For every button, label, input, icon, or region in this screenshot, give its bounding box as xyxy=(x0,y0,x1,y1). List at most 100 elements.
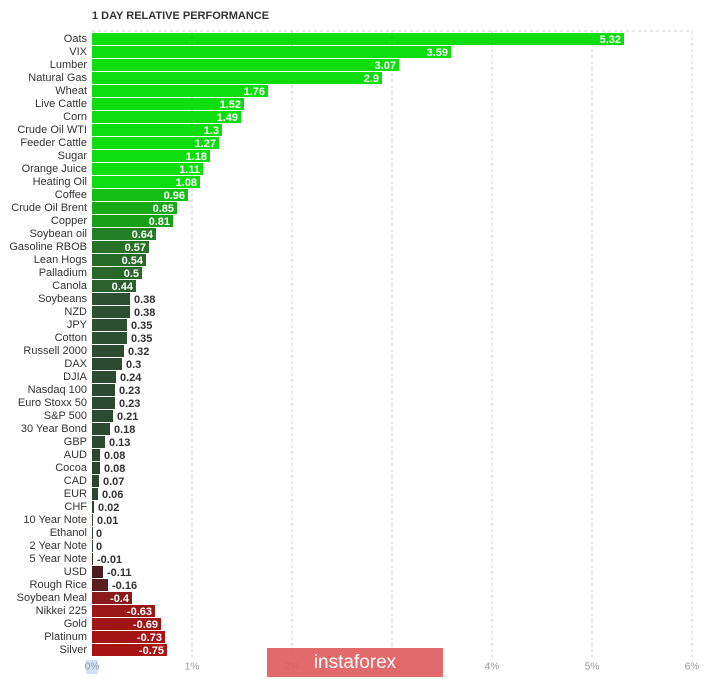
bar xyxy=(92,293,130,305)
value-label: 1.27 xyxy=(195,138,216,150)
y-tick-label: Gold xyxy=(64,618,87,630)
value-label: 0.02 xyxy=(98,502,119,514)
value-label: -0.4 xyxy=(110,593,130,605)
value-label: 0.13 xyxy=(109,437,130,449)
bar xyxy=(92,280,136,292)
value-label: 0.85 xyxy=(153,203,174,215)
y-tick-label: Soybeans xyxy=(38,293,87,305)
bar xyxy=(92,98,244,110)
bar xyxy=(92,514,93,526)
y-tick-label: Lumber xyxy=(50,59,88,71)
value-label: 2.9 xyxy=(364,73,379,85)
bar xyxy=(92,358,122,370)
value-label: 0.08 xyxy=(104,463,125,475)
value-label: 1.52 xyxy=(220,99,241,111)
y-tick-label: 30 Year Bond xyxy=(21,423,87,435)
value-label: -0.75 xyxy=(139,645,164,657)
value-label: 0.38 xyxy=(134,294,155,306)
x-tick-label: 6% xyxy=(685,662,700,673)
y-tick-label: Nikkei 225 xyxy=(36,605,87,617)
x-tick-label: 4% xyxy=(485,662,500,673)
y-tick-label: Orange Juice xyxy=(22,163,87,175)
bar xyxy=(92,436,105,448)
bar xyxy=(92,46,451,58)
y-tick-label: Silver xyxy=(59,644,87,656)
bar xyxy=(92,189,188,201)
y-tick-label: Russell 2000 xyxy=(23,345,87,357)
value-label: -0.01 xyxy=(97,554,122,566)
value-label: 5.32 xyxy=(600,34,621,46)
tick-highlight xyxy=(86,660,98,674)
value-label: 0.44 xyxy=(112,281,134,293)
watermark: instaforex xyxy=(314,652,397,673)
y-tick-label: Sugar xyxy=(58,150,88,162)
bar xyxy=(92,150,210,162)
value-label: 0.32 xyxy=(128,346,149,358)
bar xyxy=(92,306,130,318)
bar xyxy=(92,605,155,617)
y-tick-label: Lean Hogs xyxy=(34,254,88,266)
y-tick-label: VIX xyxy=(69,46,87,58)
value-label: 0.54 xyxy=(122,255,144,267)
y-tick-label: Platinum xyxy=(44,631,87,643)
value-label: 1.08 xyxy=(176,177,197,189)
bar xyxy=(92,618,161,630)
bar xyxy=(92,501,94,513)
bar xyxy=(92,176,200,188)
y-tick-label: DAX xyxy=(64,358,87,370)
value-label: 0.18 xyxy=(114,424,135,436)
bar xyxy=(92,527,93,539)
y-tick-label: Rough Rice xyxy=(30,579,87,591)
bar xyxy=(92,163,203,175)
y-tick-label: S&P 500 xyxy=(44,410,87,422)
bar xyxy=(92,267,142,279)
value-label: -0.16 xyxy=(112,580,137,592)
y-tick-label: Natural Gas xyxy=(28,72,87,84)
y-tick-label: EUR xyxy=(64,488,87,500)
x-tick-label: 5% xyxy=(585,662,600,673)
y-tick-label: GBP xyxy=(64,436,87,448)
bar xyxy=(92,215,173,227)
value-label: 1.11 xyxy=(179,164,200,176)
value-label: 0.06 xyxy=(102,489,123,501)
value-label: 0.07 xyxy=(103,476,124,488)
bar xyxy=(92,85,268,97)
x-tick-label: 0% xyxy=(85,662,100,673)
y-tick-label: 10 Year Note xyxy=(23,514,87,526)
bar xyxy=(92,319,127,331)
bar xyxy=(92,579,108,591)
bar xyxy=(92,397,115,409)
bar xyxy=(92,332,127,344)
y-tick-label: Heating Oil xyxy=(33,176,87,188)
bar xyxy=(92,202,177,214)
y-tick-label: Gasoline RBOB xyxy=(9,241,87,253)
bar xyxy=(92,33,624,45)
bar xyxy=(92,254,146,266)
bar xyxy=(92,59,399,71)
y-tick-label: AUD xyxy=(64,449,87,461)
value-label: 3.59 xyxy=(427,47,448,59)
value-label: 0.01 xyxy=(97,515,118,527)
value-label: -0.63 xyxy=(127,606,152,618)
y-tick-label: Soybean oil xyxy=(30,228,88,240)
value-label: 0 xyxy=(96,541,102,553)
bar xyxy=(92,631,165,643)
x-tick-label: 1% xyxy=(185,662,200,673)
bar xyxy=(92,540,93,552)
bar xyxy=(92,449,100,461)
chart-title: 1 DAY RELATIVE PERFORMANCE xyxy=(92,10,269,22)
y-tick-label: Corn xyxy=(63,111,87,123)
bar xyxy=(92,371,116,383)
y-tick-label: Coffee xyxy=(55,189,87,201)
y-tick-label: Wheat xyxy=(55,85,87,97)
value-label: 1.3 xyxy=(204,125,219,137)
value-label: -0.11 xyxy=(107,567,131,579)
value-label: 3.07 xyxy=(375,60,396,72)
bar xyxy=(92,423,110,435)
y-tick-label: Crude Oil Brent xyxy=(11,202,87,214)
bar xyxy=(92,228,156,240)
value-label: 1.49 xyxy=(217,112,238,124)
bar xyxy=(92,384,115,396)
plot: 0%1%2%3%4%5%6%Oats5.32VIX3.59Lumber3.07N… xyxy=(9,31,699,673)
